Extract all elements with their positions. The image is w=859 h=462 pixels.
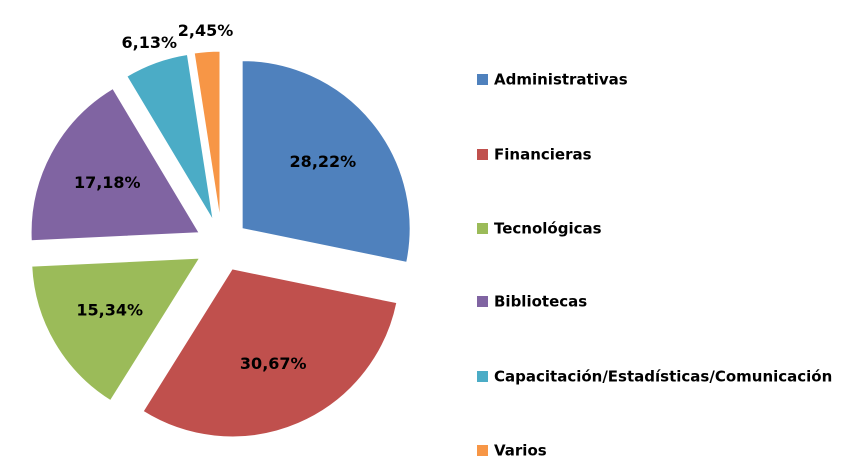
data-label: 6,13% <box>122 33 178 52</box>
legend-label: Tecnológicas <box>494 220 602 238</box>
data-label: 2,45% <box>178 21 234 40</box>
legend-label: Bibliotecas <box>494 293 587 311</box>
data-label: 17,18% <box>74 173 141 192</box>
legend-swatch <box>477 74 488 85</box>
legend-swatch <box>477 223 488 234</box>
legend-swatch <box>477 445 488 456</box>
legend-label: Financieras <box>494 146 592 164</box>
data-label: 28,22% <box>290 152 357 171</box>
pie-slice <box>193 50 221 220</box>
pie-slice <box>31 257 201 402</box>
pie-slice <box>30 87 200 242</box>
legend-swatch <box>477 149 488 160</box>
pie-slice <box>126 53 214 221</box>
legend-label: Administrativas <box>494 71 628 89</box>
pie-slice <box>241 60 411 263</box>
legend-swatch <box>477 296 488 307</box>
pie-slice <box>142 268 398 438</box>
data-label: 15,34% <box>76 300 143 319</box>
legend-label: Capacitación/Estadísticas/Comunicación <box>494 368 832 386</box>
legend-label: Varios <box>494 442 547 460</box>
legend-swatch <box>477 371 488 382</box>
data-label: 30,67% <box>240 354 307 373</box>
